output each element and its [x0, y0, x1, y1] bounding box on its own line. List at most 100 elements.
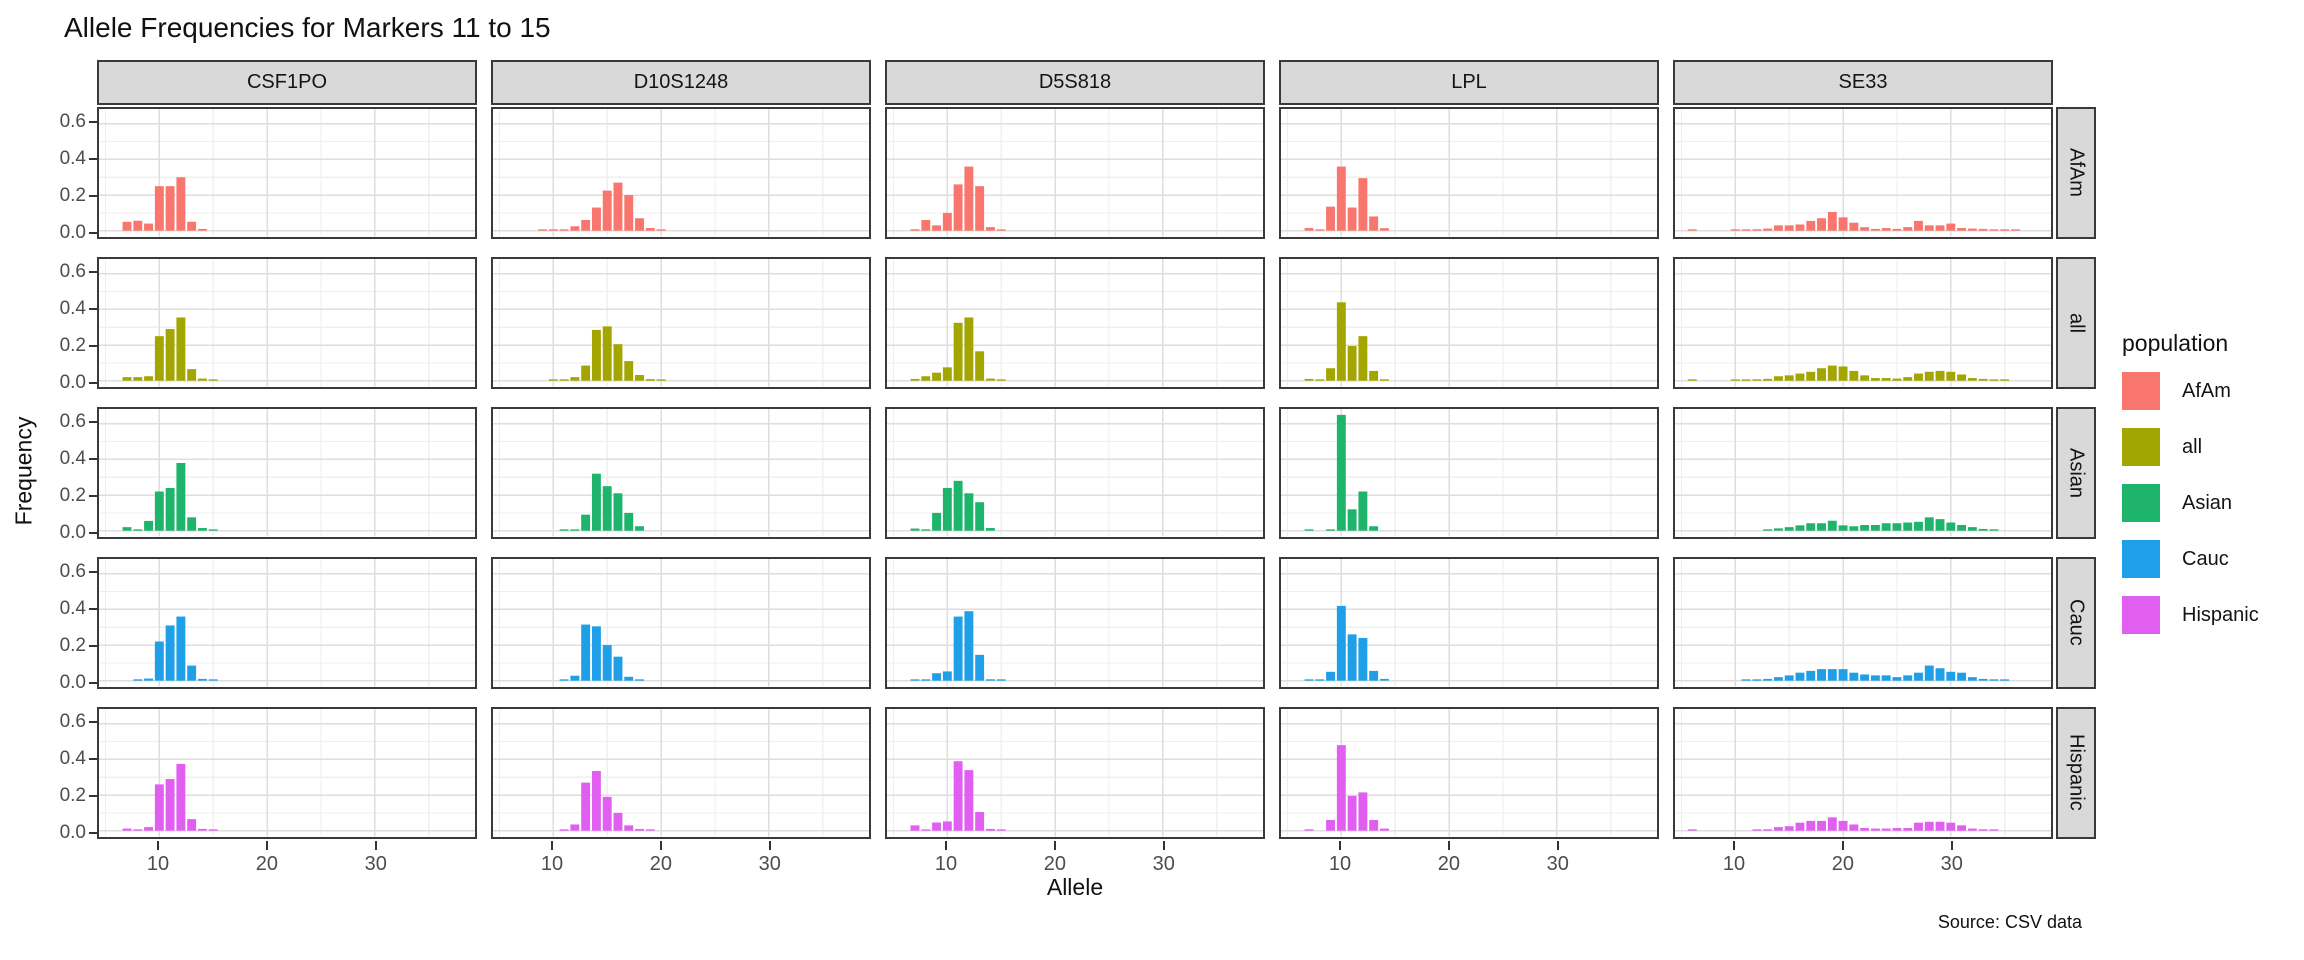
bar [154, 336, 164, 381]
x-axis-tick [1950, 840, 1953, 850]
bar [1957, 374, 1967, 381]
bar [1326, 671, 1336, 681]
facet-panel [1673, 407, 2053, 539]
bar [921, 529, 931, 531]
legend-label: Asian [2182, 491, 2233, 514]
bar [656, 379, 666, 381]
x-tick-label: 10 [146, 852, 170, 875]
legend-entry: all [2122, 427, 2304, 467]
bar [921, 376, 931, 381]
bar [165, 487, 175, 531]
bar [1967, 228, 1977, 231]
bar [1347, 795, 1357, 831]
bar [1326, 206, 1336, 231]
bar [1806, 670, 1816, 681]
bar [1369, 820, 1379, 831]
bar [1741, 379, 1751, 381]
bar [624, 676, 634, 681]
bar [176, 177, 186, 231]
bar [1795, 525, 1805, 531]
bar [1881, 523, 1891, 531]
bar [1806, 371, 1816, 381]
bar [910, 229, 920, 231]
facet-panel [885, 557, 1265, 689]
facet-panel [1279, 707, 1659, 839]
bar [1989, 829, 1999, 831]
x-tick-label: 30 [758, 852, 781, 875]
facet-row-label-text: Asian [2065, 447, 2088, 498]
bar [1315, 379, 1325, 381]
bar [624, 195, 634, 231]
bar [921, 679, 931, 681]
bar [581, 624, 591, 681]
bar [1336, 414, 1346, 531]
facet-panel [1279, 557, 1659, 689]
legend-entries: AfAm all Asian Cauc Hispanic [2122, 371, 2304, 635]
bar [1817, 368, 1826, 381]
bar [581, 782, 591, 831]
bar [624, 512, 634, 531]
bar [921, 829, 931, 831]
bar [1326, 820, 1336, 831]
y-tick-label: 0.0 [59, 671, 86, 693]
bar [1784, 826, 1794, 831]
bar [1763, 228, 1773, 231]
bar [645, 829, 655, 831]
bar [1957, 672, 1967, 681]
bar [1935, 370, 1945, 381]
bar [1924, 821, 1934, 831]
bar [1870, 675, 1880, 681]
bar [1773, 528, 1783, 531]
bar [975, 186, 985, 231]
bar [144, 223, 154, 231]
bar [570, 377, 580, 381]
legend-swatch [2122, 596, 2160, 634]
bar [1935, 225, 1945, 231]
facet-panel [97, 257, 477, 389]
bar [613, 656, 623, 681]
bar [559, 529, 569, 531]
bar [1838, 820, 1848, 831]
bar [996, 829, 1006, 831]
bar [1946, 671, 1956, 681]
bar [964, 770, 974, 831]
bar [1978, 378, 1988, 381]
bar [1784, 675, 1794, 681]
bar [581, 220, 591, 231]
bar [964, 611, 974, 681]
bar [1304, 378, 1314, 381]
bar [591, 207, 601, 231]
y-tick-label: 0.4 [59, 598, 86, 619]
bar [602, 796, 612, 831]
bar [1358, 491, 1368, 531]
bar [932, 512, 942, 531]
plot-title: Allele Frequencies for Markers 11 to 15 [64, 12, 551, 43]
bar [635, 526, 644, 531]
bar [1892, 677, 1902, 681]
bar [570, 529, 580, 531]
bar [1838, 669, 1848, 681]
x-axis-tick [1338, 840, 1341, 850]
y-axis-tick [89, 608, 97, 610]
bar [559, 229, 569, 231]
facet-panel [97, 407, 477, 539]
bar [581, 365, 591, 381]
x-tick-label: 30 [364, 852, 387, 875]
facet-panel [97, 707, 477, 839]
y-tick-label: 0.2 [59, 184, 86, 206]
bar [1379, 828, 1389, 831]
bar [1860, 828, 1870, 831]
bar [1892, 378, 1902, 381]
bar [645, 228, 655, 231]
bar [1989, 229, 1999, 231]
legend-swatch [2122, 540, 2160, 578]
bar [1304, 829, 1314, 831]
bar [635, 679, 644, 681]
y-tick-label: 0.4 [59, 298, 86, 319]
bar [1914, 220, 1923, 231]
bar [910, 378, 920, 381]
bar [985, 528, 995, 531]
bar [187, 665, 197, 681]
bar [985, 679, 995, 681]
bar [1914, 672, 1923, 681]
